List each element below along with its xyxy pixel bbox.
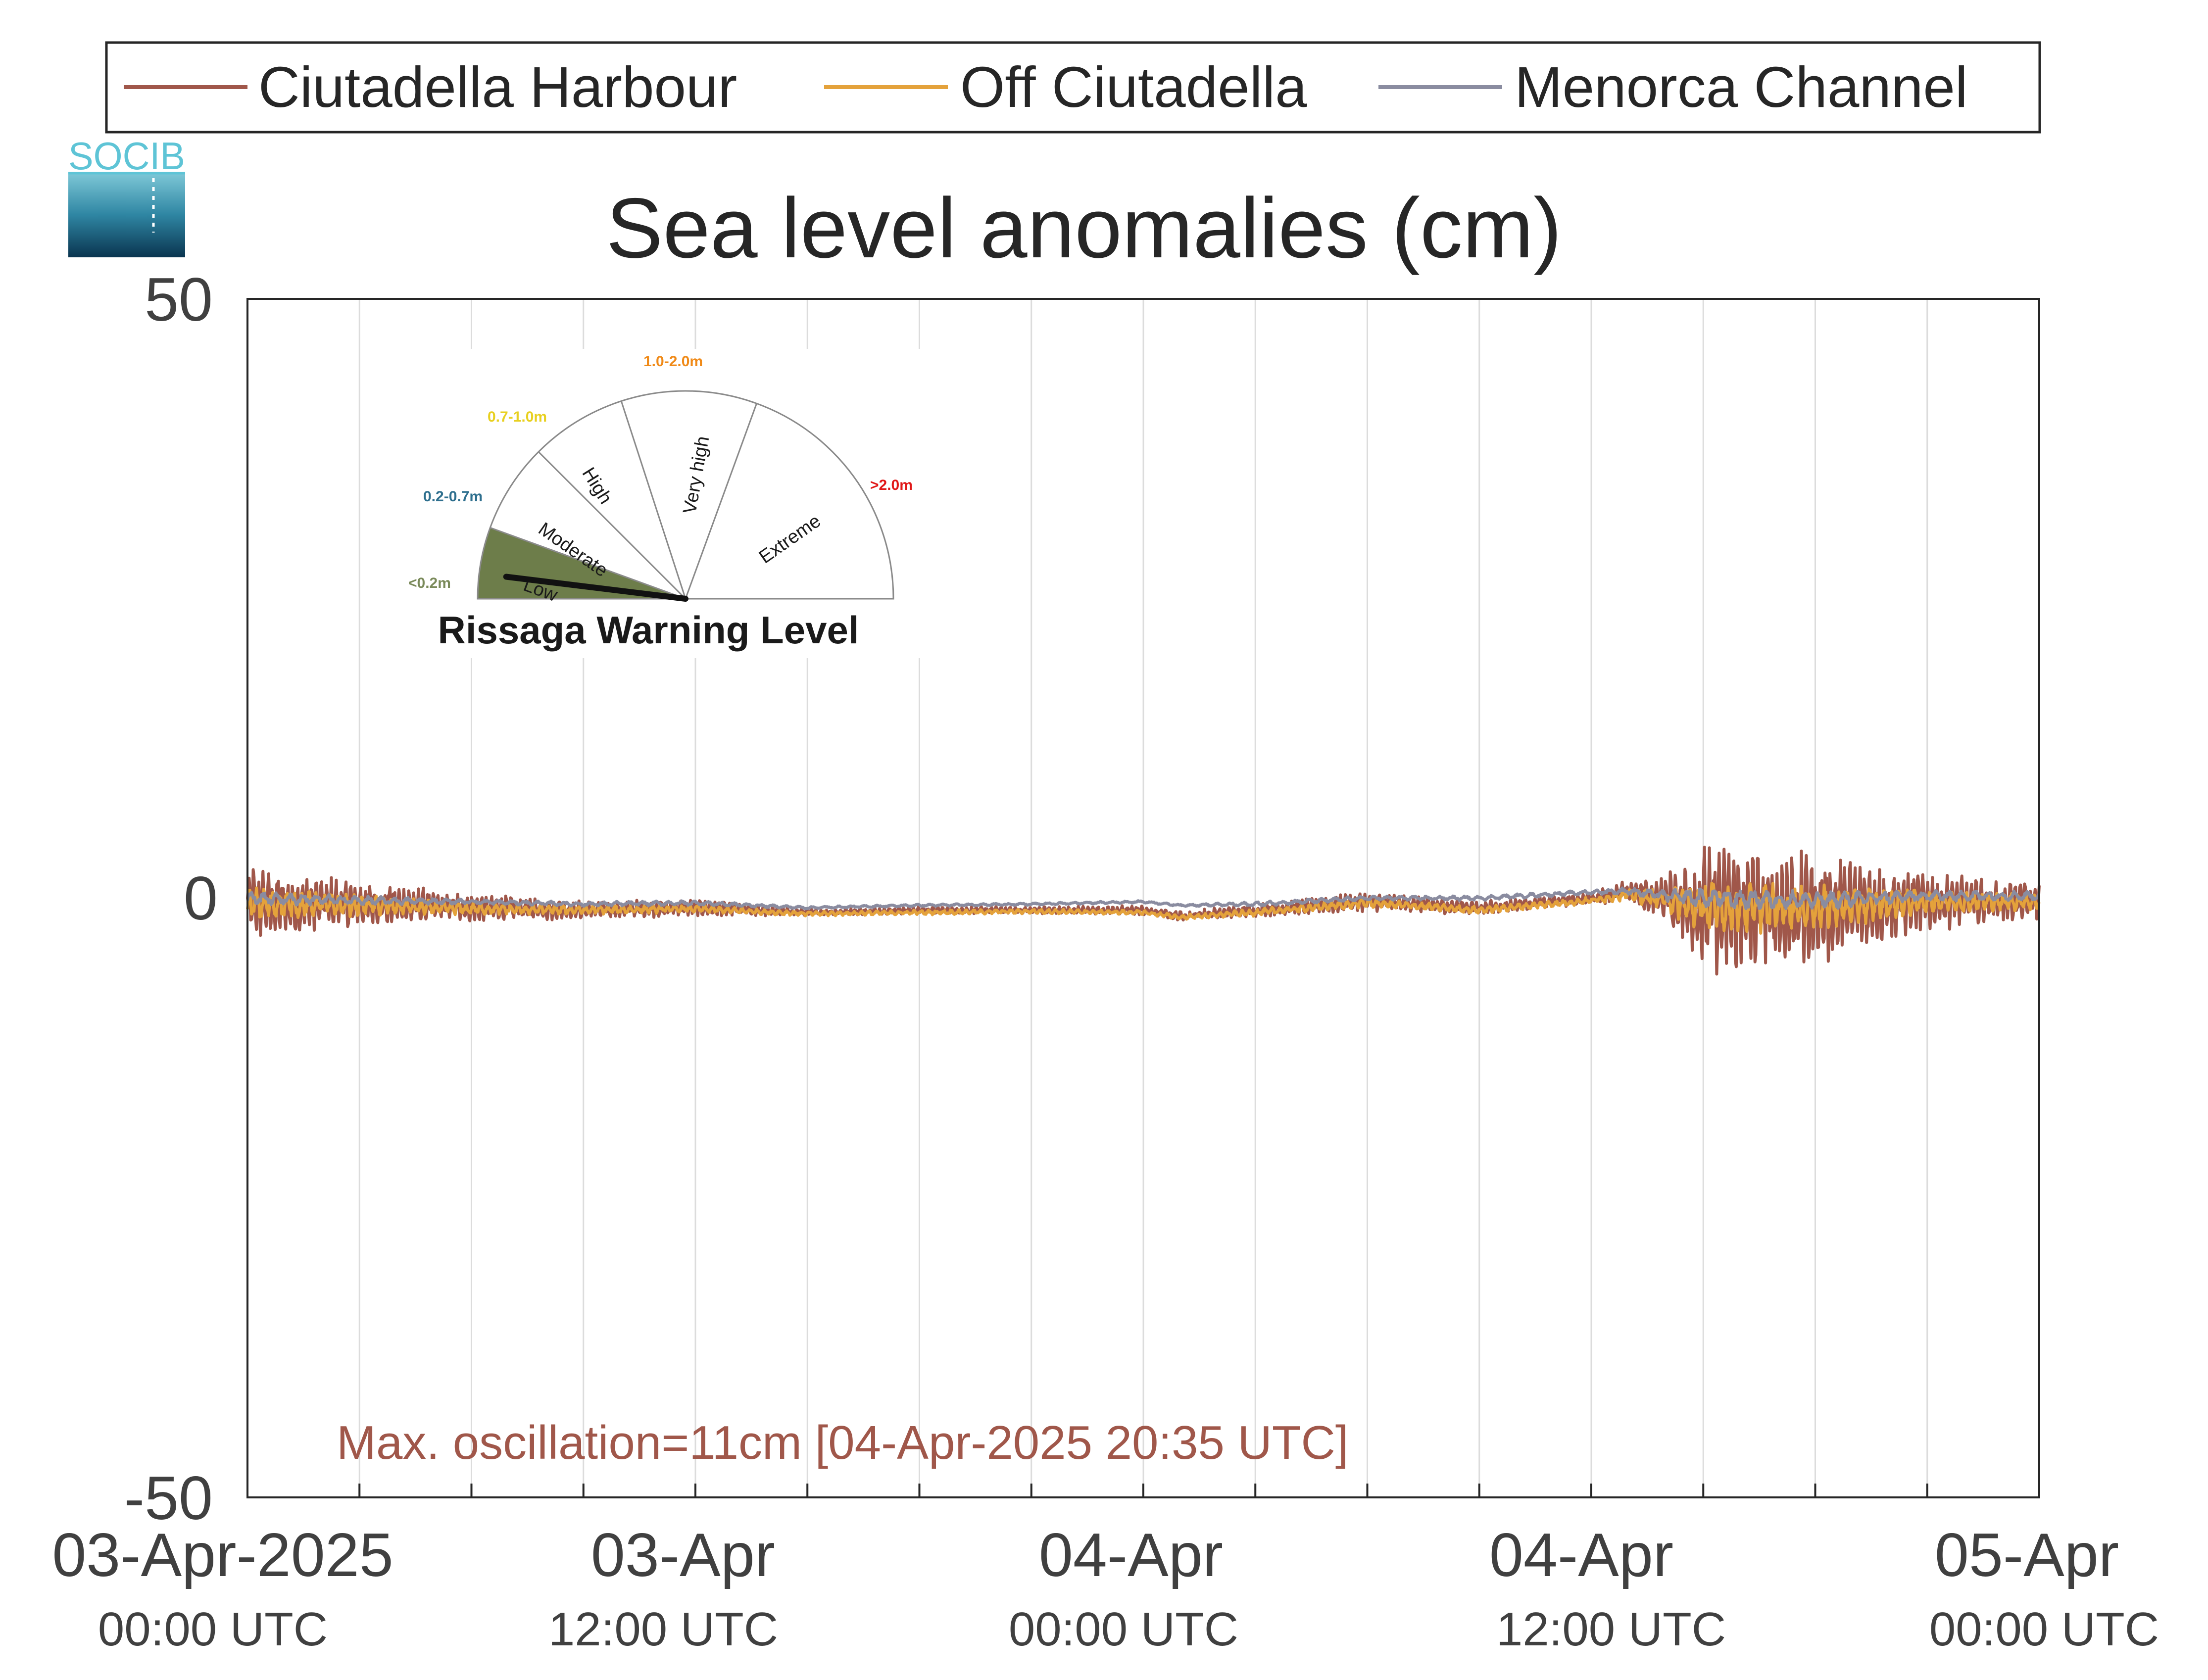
y-tick-label: 50	[145, 266, 213, 334]
x-tick-time: 00:00 UTC	[1009, 1603, 1238, 1656]
gauge-background	[396, 349, 921, 658]
gauge-divider	[620, 401, 687, 599]
gauge-divider	[685, 403, 758, 599]
y-tick-label: 0	[184, 864, 218, 933]
gauge-title: Rissaga Warning Level	[438, 608, 859, 652]
x-tick-date: 04-Apr	[1489, 1521, 1673, 1589]
gauge-dividers	[490, 401, 758, 600]
x-tick-marks	[358, 1484, 1928, 1497]
gauge-range-extreme: >2.0m	[870, 477, 913, 493]
x-tick-time: 00:00 UTC	[1929, 1603, 2159, 1656]
x-tick-date: 03-Apr-2025	[52, 1521, 393, 1589]
x-tick-date: 05-Apr	[1935, 1521, 2119, 1589]
series-line-menorca-channel	[246, 886, 2040, 911]
x-tick-time: 12:00 UTC	[548, 1603, 778, 1656]
gauge-range-very-high: 1.0-2.0m	[643, 353, 703, 370]
x-tick-date: 04-Apr	[1039, 1521, 1223, 1589]
legend-box	[105, 41, 2041, 134]
series-lines	[246, 845, 2041, 976]
y-tick-label: -50	[124, 1464, 213, 1533]
gauge-needle	[503, 574, 688, 602]
rissaga-warning-gauge: Low Moderate High Very high Extreme <0.2…	[396, 349, 921, 658]
series-line-off-ciutadella	[246, 881, 2041, 935]
gauge-divider	[490, 527, 686, 600]
gauge-range-low: <0.2m	[408, 575, 451, 591]
x-tick-date: 03-Apr	[591, 1521, 775, 1589]
x-tick-time: 12:00 UTC	[1496, 1603, 1726, 1656]
gauge-outline	[477, 390, 894, 600]
gauge-range-high: 0.7-1.0m	[488, 409, 547, 425]
legend-label-off-ciutadella: Off Ciutadella	[960, 55, 1307, 119]
legend-label-ciutadella-harbour: Ciutadella Harbour	[258, 55, 737, 119]
max-oscillation-annotation: Max. oscillation=11cm [04-Apr-2025 20:35…	[337, 1416, 1349, 1469]
legend: Ciutadella Harbour Off Ciutadella Menorc…	[105, 41, 2041, 134]
legend-label-menorca-channel: Menorca Channel	[1515, 55, 1968, 119]
chart-title: Sea level anomalies (cm)	[606, 181, 1562, 276]
socib-logo: SOCIB	[68, 134, 185, 257]
gauge-range-moderate: 0.2-0.7m	[423, 488, 483, 505]
x-tick-time: 00:00 UTC	[98, 1603, 328, 1656]
gauge-divider	[538, 451, 687, 600]
logo-text: SOCIB	[68, 134, 185, 178]
